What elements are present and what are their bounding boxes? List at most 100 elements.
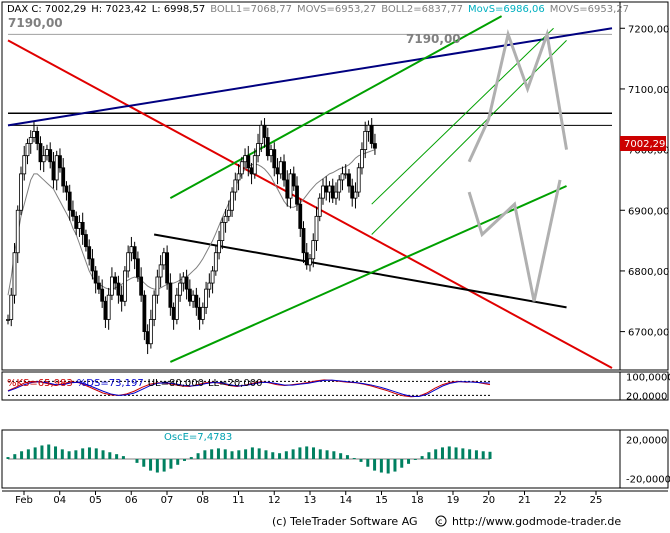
header-item-2: L: 6998,57 bbox=[152, 4, 205, 15]
candle-body bbox=[314, 215, 319, 241]
y-tick-label: 7200,00 bbox=[628, 24, 669, 35]
candle-body bbox=[132, 246, 137, 260]
candle-body bbox=[223, 215, 228, 223]
candle-body bbox=[262, 124, 267, 138]
header-item-6: MovS=6986,06 bbox=[468, 4, 545, 15]
candle-body bbox=[168, 282, 173, 308]
candle-body bbox=[48, 149, 53, 163]
candle-body bbox=[54, 155, 59, 181]
candle-body bbox=[178, 282, 183, 296]
projection-path-upper bbox=[467, 28, 569, 163]
x-tick-label: 22 bbox=[554, 495, 567, 506]
candle-body bbox=[87, 246, 92, 260]
osc-label: OscE=7,4783 bbox=[164, 432, 232, 443]
x-tick-label: 06 bbox=[125, 495, 138, 506]
stoch-tick-label: 20,0000 bbox=[626, 391, 667, 402]
stoch-series-KS bbox=[7, 379, 491, 398]
candle-body bbox=[148, 319, 153, 345]
candle-body bbox=[369, 124, 374, 144]
main-axis-frame bbox=[619, 1, 669, 371]
candle-body bbox=[207, 282, 212, 290]
candle-body bbox=[239, 161, 244, 175]
copyright-text: (c) TeleTrader Software AG bbox=[272, 515, 418, 528]
osc-tick-label: -20,0000 bbox=[626, 474, 670, 485]
trendline-red bbox=[7, 39, 613, 369]
candle-body bbox=[106, 294, 111, 320]
main-panel-frame bbox=[1, 1, 621, 371]
candle-body bbox=[350, 185, 355, 199]
y-tick-label: 6700,00 bbox=[628, 328, 669, 339]
candle-body bbox=[84, 234, 88, 248]
trendline-black bbox=[153, 233, 567, 309]
candle-body bbox=[356, 167, 361, 193]
level-label-left: 7190,00 bbox=[8, 16, 63, 30]
candle-body bbox=[308, 258, 312, 266]
candle-body bbox=[249, 167, 254, 175]
candle-body bbox=[330, 185, 335, 199]
y-tick-label: 6900,00 bbox=[628, 206, 669, 217]
header-item-7: MOVS=6953,27 bbox=[550, 4, 629, 15]
candle-body bbox=[321, 185, 325, 199]
candle-body bbox=[272, 149, 277, 169]
candle-body bbox=[210, 270, 215, 284]
x-tick-label: 07 bbox=[161, 495, 174, 506]
stoch-header-item-2: UL=80,000 bbox=[148, 378, 204, 389]
moving-average-line bbox=[7, 149, 376, 296]
candle-body bbox=[327, 185, 332, 193]
candle-body bbox=[324, 185, 329, 193]
url-link[interactable]: c http://www.godmode-trader.de bbox=[435, 515, 621, 528]
x-tick-label: 19 bbox=[447, 495, 460, 506]
candle-body bbox=[25, 143, 30, 157]
level-label-mid: 7190,00 bbox=[406, 32, 461, 46]
axes: 6700,00 6800,00 6900,00 7000,00 7100,00 7200,… bbox=[15, 24, 670, 506]
candle-body bbox=[103, 300, 108, 320]
candle-body bbox=[155, 276, 160, 296]
candle-body bbox=[58, 155, 62, 169]
osc-tick-label: 20,0000 bbox=[626, 436, 667, 447]
candle-body bbox=[28, 137, 33, 144]
candle-body bbox=[113, 276, 118, 284]
candle-body bbox=[236, 173, 241, 181]
candle-body bbox=[152, 294, 157, 320]
candle-body bbox=[165, 252, 170, 284]
stochastic-header: %KS=65,983 %DS=73,197 UL=80,000 LL=20,000 bbox=[7, 378, 262, 389]
candle-body bbox=[191, 294, 195, 302]
x-tick-label: 08 bbox=[196, 495, 209, 506]
candle-body bbox=[213, 252, 218, 272]
x-tick-label: 20 bbox=[482, 495, 495, 506]
candle-body bbox=[181, 276, 186, 284]
url-text: http://www.godmode-trader.de bbox=[452, 515, 621, 528]
candle-body bbox=[41, 155, 46, 163]
candle-body bbox=[142, 294, 147, 333]
candle-body bbox=[61, 167, 66, 187]
header-item-4: MOVS=6953,27 bbox=[297, 4, 376, 15]
candle-body bbox=[337, 179, 342, 193]
candle-body bbox=[243, 155, 247, 163]
header-item-5: BOLL2=6837,77 bbox=[381, 4, 463, 15]
candle-body bbox=[145, 331, 150, 345]
candle-body bbox=[116, 282, 121, 296]
candle-body bbox=[9, 294, 14, 320]
candle-body bbox=[77, 221, 82, 229]
candle-body bbox=[334, 191, 338, 199]
header-item-0: DAX C: 7002,29 bbox=[7, 4, 86, 15]
candle-body bbox=[158, 264, 163, 278]
main-plot bbox=[6, 15, 613, 369]
candle-body bbox=[32, 130, 36, 138]
stoch-header-item-3: LL=20,000 bbox=[208, 378, 263, 389]
x-tick-label: Feb bbox=[15, 495, 33, 506]
candle-body bbox=[304, 252, 309, 266]
trendline-green-upper bbox=[169, 15, 503, 200]
projection-path-lower bbox=[467, 179, 562, 302]
candle-body bbox=[269, 149, 273, 157]
candle-body bbox=[298, 203, 303, 229]
stochastic-plot bbox=[7, 379, 491, 398]
candle-body bbox=[301, 228, 306, 254]
candle-body bbox=[126, 252, 131, 272]
candle-body bbox=[171, 306, 176, 320]
osc-axis-frame bbox=[619, 429, 669, 489]
candle-body bbox=[74, 215, 79, 229]
header-item-1: H: 7023,42 bbox=[91, 4, 146, 15]
